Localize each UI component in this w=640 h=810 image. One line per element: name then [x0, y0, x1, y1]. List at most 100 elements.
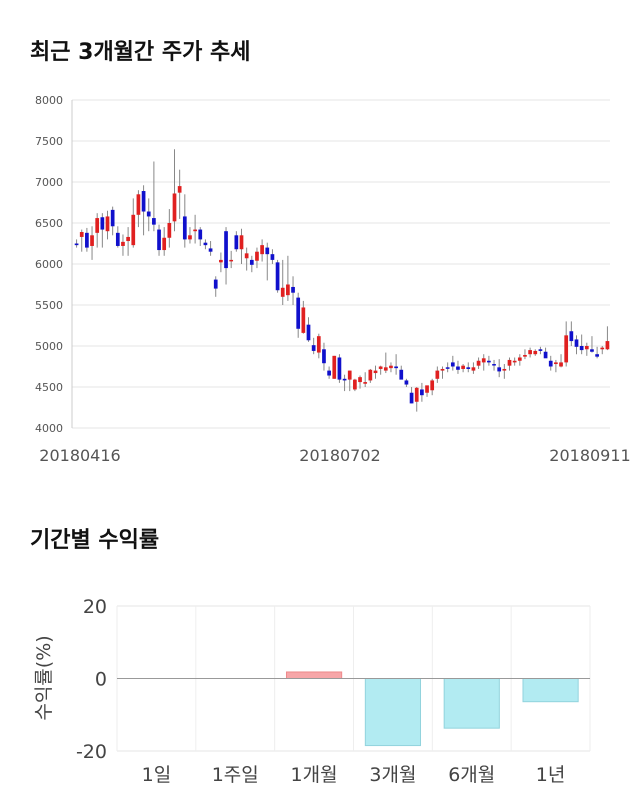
candle-body: [538, 349, 543, 351]
candle-body: [239, 235, 244, 250]
candle-body: [208, 248, 213, 252]
returns-x-tick-label: 1주일: [212, 764, 259, 786]
candle-body: [182, 216, 187, 240]
candle-body: [368, 369, 373, 381]
candle-body: [100, 217, 105, 230]
candle-body: [291, 286, 295, 293]
candle-body: [347, 370, 352, 380]
returns-x-tick-label: 3개월: [369, 764, 416, 786]
candle-body: [569, 331, 574, 342]
candle-body: [440, 368, 445, 371]
returns-x-tick-label: 1년: [536, 764, 566, 786]
candle-body: [322, 349, 326, 364]
candle-body: [378, 366, 383, 369]
candle-body: [188, 235, 192, 240]
candle-body: [275, 262, 280, 291]
candle-body: [224, 231, 228, 269]
candle-body: [342, 378, 347, 381]
candle-body: [548, 360, 553, 367]
candle-body: [280, 287, 285, 297]
candle-body: [517, 357, 522, 361]
candle-body: [533, 350, 538, 355]
price-y-tick-label: 6000: [35, 258, 63, 271]
candle-body: [492, 364, 496, 366]
candle-body: [579, 346, 584, 351]
candle-body: [152, 218, 156, 225]
candle-body: [270, 254, 275, 260]
candle-body: [543, 351, 548, 359]
candle-body: [528, 350, 532, 355]
candle-body: [95, 218, 100, 233]
candle-body: [244, 253, 249, 259]
candle-body: [476, 360, 481, 366]
candle-body: [445, 367, 450, 369]
candle-body: [394, 366, 398, 369]
candle-body: [234, 235, 239, 250]
returns-bar: [522, 678, 579, 703]
candle-body: [162, 237, 167, 251]
candle-body: [389, 365, 393, 369]
candle-body: [213, 279, 218, 289]
candle-body: [249, 259, 254, 265]
candle-body: [456, 366, 460, 370]
candle-body: [554, 362, 558, 365]
returns-x-tick-label: 1일: [142, 764, 172, 786]
price-x-tick-label: 20180911: [549, 446, 630, 465]
candle-body: [327, 370, 331, 376]
price-chart-title: 최근 3개월간 주가 추세: [30, 40, 251, 65]
returns-bar: [364, 678, 422, 747]
candle-body: [497, 367, 502, 372]
candle-body: [461, 365, 465, 369]
candle-body: [337, 357, 342, 380]
candle-body: [311, 345, 316, 351]
candle-body: [203, 242, 208, 246]
candle-body: [286, 284, 290, 296]
candle-body: [600, 347, 605, 350]
candle-body: [316, 336, 321, 353]
candle-body: [502, 368, 507, 371]
candle-body: [74, 243, 79, 246]
candle-body: [301, 307, 306, 333]
candle-body: [414, 387, 419, 402]
candle-body: [121, 241, 125, 246]
candle-body: [383, 367, 388, 371]
candle-body: [404, 380, 409, 385]
candle-body: [466, 367, 471, 369]
candle-body: [157, 229, 161, 251]
candle-body: [564, 335, 569, 363]
returns-x-tick-label: 1개월: [291, 764, 338, 786]
candle-body: [219, 259, 223, 263]
candle-body: [430, 380, 435, 391]
candle-body: [265, 247, 270, 255]
returns-bar: [443, 678, 500, 729]
candle-body: [507, 359, 512, 366]
price-y-tick-label: 5000: [35, 340, 63, 353]
candle-body: [131, 214, 136, 246]
candle-body: [409, 392, 414, 404]
candle-body: [198, 229, 203, 240]
candle-body: [85, 232, 89, 248]
candle-body: [512, 360, 517, 363]
candle-body: [146, 211, 151, 217]
candle-body: [296, 297, 301, 329]
price-y-tick-label: 5500: [35, 299, 63, 312]
candle-body: [471, 367, 476, 371]
candle-body: [177, 186, 182, 193]
candle-body: [373, 370, 378, 374]
candle-body: [255, 251, 259, 261]
candle-body: [141, 191, 146, 212]
price-y-tick-label: 4500: [35, 381, 63, 394]
candlestick-chart: 4000 4500 5000 5500 6000 6500 7000 7500 8000 2018…: [35, 94, 631, 465]
returns-y-axis-label: 수익률(%): [33, 635, 55, 720]
candle-body: [79, 232, 84, 237]
candle-body: [332, 355, 337, 379]
returns-x-tick-label: 6개월: [448, 764, 495, 786]
price-y-tick-label: 7500: [35, 135, 63, 148]
candle-body: [136, 194, 141, 215]
candle-body: [523, 355, 527, 357]
returns-y-tick-label: 0: [95, 669, 107, 691]
candle-body: [481, 358, 486, 363]
candle-body: [605, 341, 610, 350]
price-y-tick-label: 7000: [35, 176, 63, 189]
